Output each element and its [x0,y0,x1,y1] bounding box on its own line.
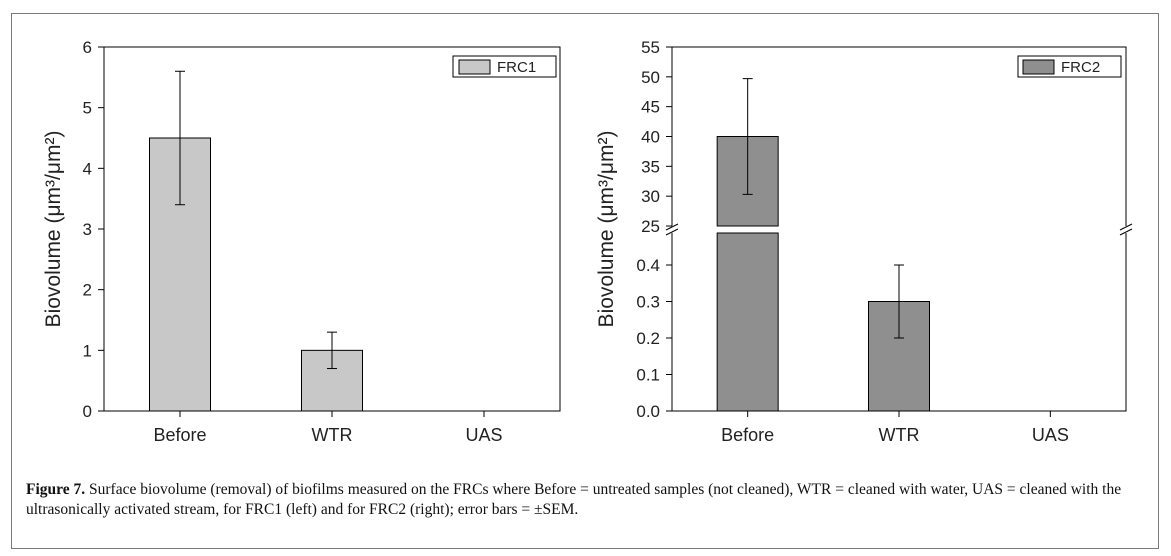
legend-swatch-frc1 [458,59,491,75]
y-axis-label: Biovolume (μm³/μm²) [595,131,618,328]
bar-before-lower [716,232,779,412]
axis-break-right [1119,223,1133,236]
x-tick-label: WTR [312,425,353,445]
legend: FRC1 [452,55,557,78]
y-tick-label: 50 [641,68,660,87]
caption-label: Figure 7. [26,481,86,498]
y-tick-label: 0.4 [636,256,660,275]
y-tick-label: 2 [83,281,92,300]
y-tick-label: 35 [641,157,660,176]
y-tick-label: 5 [83,99,92,118]
y-tick-label: 45 [641,98,660,117]
caption-text: Surface biovolume (removal) of biofilms … [26,481,1122,518]
y-tick-label: 0 [83,402,92,421]
y-tick-label: 30 [641,187,660,206]
legend-label-frc1: FRC1 [497,59,536,76]
x-tick-label: UAS [465,425,502,445]
x-tick-label: WTR [879,425,920,445]
y-tick-label: 1 [83,341,92,360]
legend-swatch-frc2 [1022,59,1055,75]
chart-frc1: Biovolume (μm³/μm²) FRC1 0 1 2 3 4 5 6 Before WT… [42,38,561,445]
legend-label-frc2: FRC2 [1061,59,1100,76]
figure-frame [11,13,1159,549]
legend: FRC2 [1017,55,1122,78]
y-tick-label: 55 [641,38,660,57]
x-tick-label: Before [721,425,774,445]
figure-caption: Figure 7. Surface biovolume (removal) of… [26,480,1146,520]
y-tick-label: 0.0 [636,402,660,421]
y-tick-label: 3 [83,220,92,239]
y-axis-label: Biovolume (μm³/μm²) [42,131,65,328]
y-tick-label: 6 [83,38,92,57]
y-tick-label: 0.3 [636,293,660,312]
axis-break-left [665,223,679,236]
y-tick-label: 0.1 [636,366,660,385]
y-tick-label: 0.2 [636,329,660,348]
y-tick-label: 4 [83,159,92,178]
x-tick-label: Before [153,425,206,445]
y-tick-label: 40 [641,128,660,147]
x-tick-label: UAS [1032,425,1069,445]
chart-frc2: Biovolume (μm³/μm²) FRC2 0.0 0.1 0.2 0.3 0.4… [595,38,1133,445]
y-tick-label: 25 [641,217,660,236]
